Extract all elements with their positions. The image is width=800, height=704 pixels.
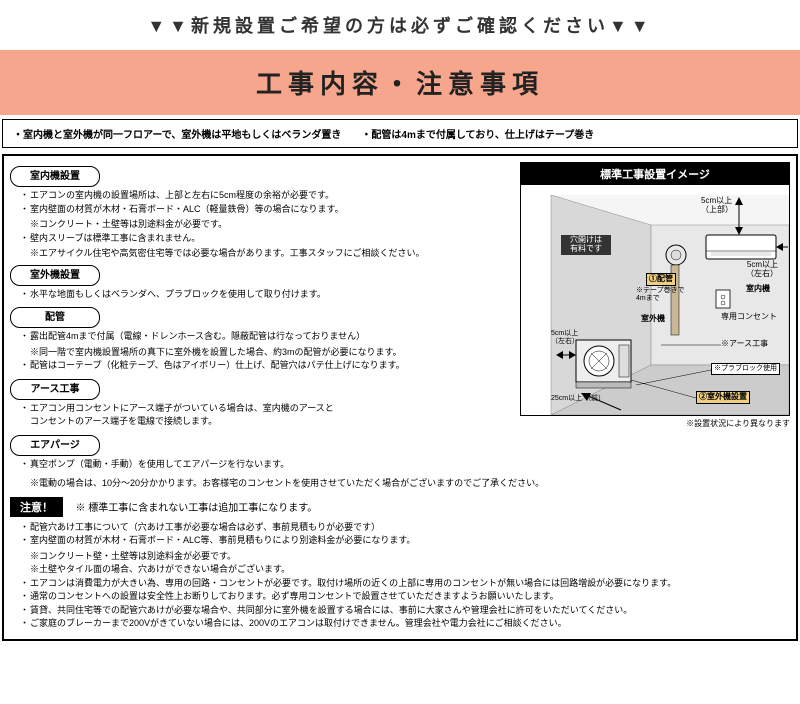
note-line: ※エアサイクル住宅や高気密住宅等では必要な場合があります。工事スタッフにご相談く… <box>10 247 512 261</box>
main-content-box: 室内機設置 エアコンの室内機の設置場所は、上部と左右に5cm程度の余裕が必要です… <box>2 154 798 641</box>
diagram-outlet: 専用コンセント <box>721 313 777 322</box>
diagram-earth: ※アース工事 <box>721 340 768 349</box>
list-item: 室内壁面の材質が木材・石膏ボード・ALC（軽量鉄骨）等の場合になります。 <box>20 203 512 217</box>
section-title-airpurge: エアパージ <box>10 435 100 456</box>
diagram-body: 穴開けは 有料です 5cm以上 （上部） 5cm以上 （左右） 室内機 専用コン… <box>521 185 789 415</box>
diagram-piping-note: ※テープ巻きで 4mまで <box>636 287 685 302</box>
list-outdoor: 水平な地面もしくはベランダへ、プラブロックを使用して取り付けます。 <box>10 288 512 302</box>
list-item: 室内壁面の材質が木材・石膏ボード・ALC等、事前見積もりにより別途料金が必要にな… <box>20 534 790 548</box>
diagram-block: ※プラブロック使用 <box>711 363 780 375</box>
diagram-piping-label: ①配管 <box>646 273 676 286</box>
list-earth: エアコン用コンセントにアース端子がついている場合は、室内機のアースと コンセント… <box>10 402 512 429</box>
top-notice: ▼▼新規設置ご希望の方は必ずご確認ください▼▼ <box>0 0 800 50</box>
list-item: 露出配管4mまで付属（電線・ドレンホース含む。隠蔽配管は行なっておりません） <box>20 330 512 344</box>
section-title-outdoor: 室外機設置 <box>10 265 100 286</box>
list-item: ご家庭のブレーカーまで200Vがきていない場合には、200Vのエアコンは取付けで… <box>20 617 790 631</box>
condition-bar: ・室内機と室外機が同一フロアーで、室外機は平地もしくはベランダ置き ・配管は4m… <box>2 119 798 148</box>
diagram-left-clearance: 5cm以上 （左右） <box>551 330 579 345</box>
list-item: エアコンは消費電力が大きい為、専用の回路・コンセントが必要です。取付け場所の近く… <box>20 577 790 591</box>
diagram-hole-label: 穴開けは 有料です <box>561 235 611 255</box>
list-item: 配管穴あけ工事について（穴あけ工事が必要な場合は必ず、事前見積もりが必要です） <box>20 521 790 535</box>
section-title-earth: アース工事 <box>10 379 100 400</box>
caution-list: 配管穴あけ工事について（穴あけ工事が必要な場合は必ず、事前見積もりが必要です） … <box>10 521 790 548</box>
list-item: 水平な地面もしくはベランダへ、プラブロックを使用して取り付けます。 <box>20 288 512 302</box>
list-item: 配管はコーテープ（化粧テープ、色はアイボリー）仕上げ、配管穴はパテ仕上げになりま… <box>20 359 512 373</box>
diagram-outdoor-unit: 室外機 <box>641 315 665 324</box>
list-item: エアコンの室内機の設置場所は、上部と左右に5cm程度の余裕が必要です。 <box>20 189 512 203</box>
diagram-outdoor-install: ②室外機設置 <box>696 391 750 404</box>
diagram-header: 標準工事設置イメージ <box>521 163 789 185</box>
caution-label: 注意！ <box>10 497 63 517</box>
list-item: 真空ポンプ（電動・手動）を使用してエアパージを行ないます。 <box>20 458 512 472</box>
diagram-right-clearance: 5cm以上 （左右） <box>746 261 778 279</box>
diagram-box: 標準工事設置イメージ <box>520 162 790 416</box>
caution-list2: エアコンは消費電力が大きい為、専用の回路・コンセントが必要です。取付け場所の近く… <box>10 577 790 631</box>
diagram-footnote: ※設置状況により異なります <box>520 418 790 429</box>
list-item: 壁内スリーブは標準工事に含まれません。 <box>20 232 512 246</box>
diagram-bottom-clearance: 25cm以上 （前） <box>551 395 605 403</box>
section-title-piping: 配管 <box>10 307 100 328</box>
diagram-indoor-unit: 室内機 <box>746 285 770 294</box>
note-line: ※同一階で室内機設置場所の真下に室外機を設置した場合、約3mの配管が必要になりま… <box>10 346 512 360</box>
list-item: 賃貸、共同住宅等での配管穴あけが必要な場合や、共同部分に室外機を設置する場合には… <box>20 604 790 618</box>
left-column: 室内機設置 エアコンの室内機の設置場所は、上部と左右に5cm程度の余裕が必要です… <box>10 162 512 473</box>
list-piping2: 配管はコーテープ（化粧テープ、色はアイボリー）仕上げ、配管穴はパテ仕上げになりま… <box>10 359 512 373</box>
note-line: ※土壁やタイル面の場合、穴あけができない場合がございます。 <box>10 563 790 577</box>
list-indoor: エアコンの室内機の設置場所は、上部と左右に5cm程度の余裕が必要です。 室内壁面… <box>10 189 512 216</box>
list-item: 通常のコンセントへの設置は安全性上お断りしております。必ず専用コンセントで設置さ… <box>20 590 790 604</box>
diagram-top-clearance: 5cm以上 （上部） <box>701 197 733 215</box>
list-indoor-notes: 壁内スリーブは標準工事に含まれません。 <box>10 232 512 246</box>
banner-title: 工事内容・注意事項 <box>0 50 800 115</box>
section-title-indoor: 室内機設置 <box>10 166 100 187</box>
caution-inline-note: ※ 標準工事に含まれない工事は追加工事になります。 <box>76 499 318 514</box>
list-piping: 露出配管4mまで付属（電線・ドレンホース含む。隠蔽配管は行なっておりません） <box>10 330 512 344</box>
note-line: ※コンクリート壁・土壁等は別途料金が必要です。 <box>10 550 790 564</box>
list-airpurge: 真空ポンプ（電動・手動）を使用してエアパージを行ないます。 <box>10 458 512 472</box>
note-line: ※コンクリート・土壁等は別途料金が必要です。 <box>10 218 512 232</box>
caution-section: 注意！ ※ 標準工事に含まれない工事は追加工事になります。 配管穴あけ工事につい… <box>10 497 790 631</box>
airpurge-note-full: ※電動の場合は、10分〜20分かかります。お客様宅のコンセントを使用させていただ… <box>10 477 790 491</box>
note-line: ※電動の場合は、10分〜20分かかります。お客様宅のコンセントを使用させていただ… <box>10 477 790 491</box>
list-item: エアコン用コンセントにアース端子がついている場合は、室内機のアースと コンセント… <box>20 402 512 429</box>
right-column: 標準工事設置イメージ <box>520 162 790 473</box>
